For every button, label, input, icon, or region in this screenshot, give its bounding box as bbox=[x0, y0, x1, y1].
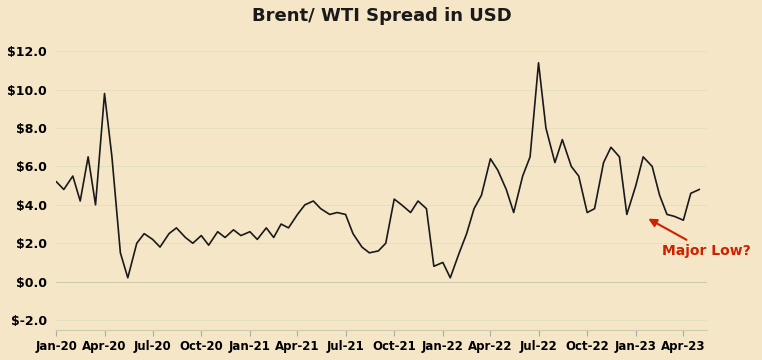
Text: Major Low?: Major Low? bbox=[650, 220, 751, 258]
Title: Brent/ WTI Spread in USD: Brent/ WTI Spread in USD bbox=[251, 7, 511, 25]
